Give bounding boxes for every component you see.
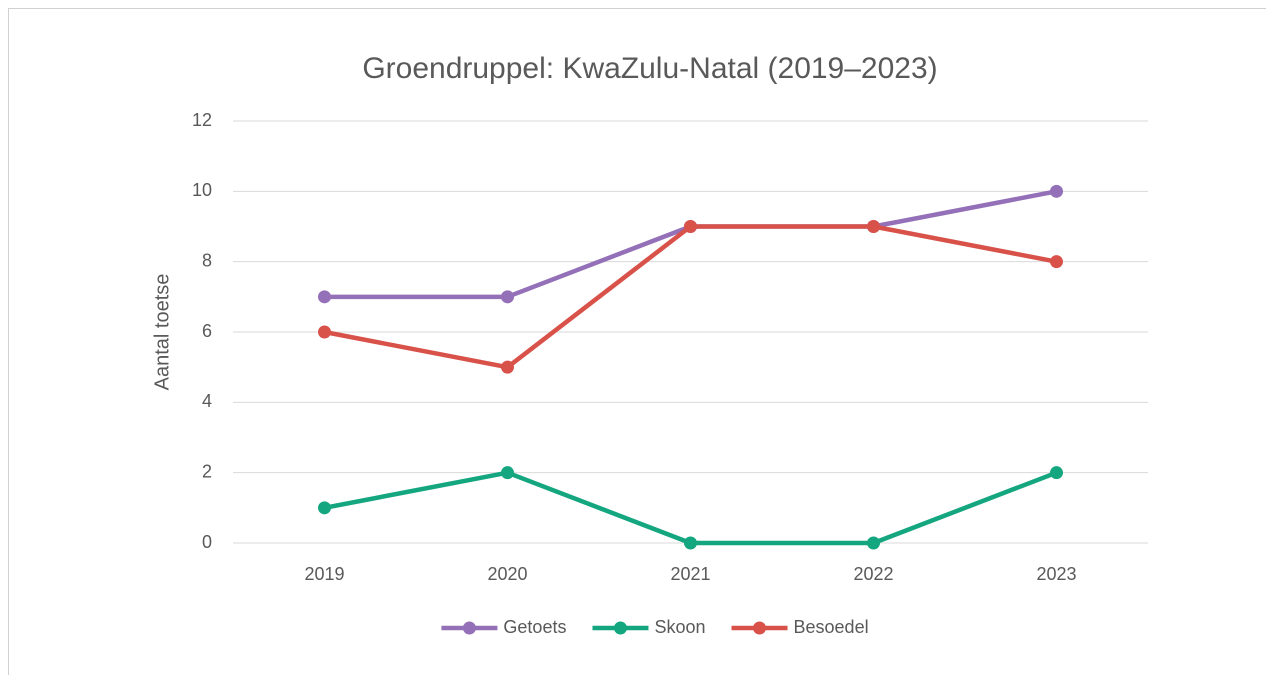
- x-tick-label: 2020: [487, 564, 527, 584]
- data-point: [684, 220, 697, 233]
- y-tick-label: 0: [202, 532, 212, 552]
- y-tick-label: 2: [202, 461, 212, 481]
- data-point: [1050, 255, 1063, 269]
- data-point: [867, 536, 880, 550]
- data-point: [501, 466, 514, 480]
- series-line: [324, 470, 1058, 546]
- legend-label: Skoon: [654, 617, 705, 637]
- data-point: [684, 536, 697, 550]
- legend-marker: [753, 621, 767, 635]
- legend-label: Besoedel: [794, 617, 869, 637]
- y-tick-label: 12: [192, 110, 212, 130]
- data-point: [318, 325, 331, 339]
- series-line: [324, 189, 1057, 300]
- legend-label: Getoets: [503, 617, 566, 637]
- x-tick-label: 2022: [853, 564, 893, 584]
- chart-frame: [8, 8, 1266, 675]
- data-point: [318, 501, 331, 515]
- data-point: [1050, 466, 1063, 480]
- data-point: [501, 360, 514, 374]
- y-tick-label: 4: [202, 391, 212, 411]
- y-axis-label: Aantal toetse: [151, 274, 173, 391]
- data-point: [1050, 184, 1063, 198]
- legend-marker: [462, 621, 476, 635]
- x-tick-label: 2021: [670, 564, 710, 584]
- y-tick-label: 10: [192, 180, 212, 200]
- legend-marker: [613, 621, 627, 635]
- data-point: [318, 290, 331, 304]
- chart-title: Groendruppel: KwaZulu-Natal (2019–2023): [362, 52, 937, 85]
- y-tick-label: 6: [202, 321, 212, 341]
- x-tick-label: 2023: [1036, 564, 1076, 584]
- data-point: [501, 290, 514, 304]
- y-tick-label: 8: [202, 250, 212, 270]
- x-tick-label: 2019: [304, 564, 344, 584]
- data-point: [867, 220, 880, 233]
